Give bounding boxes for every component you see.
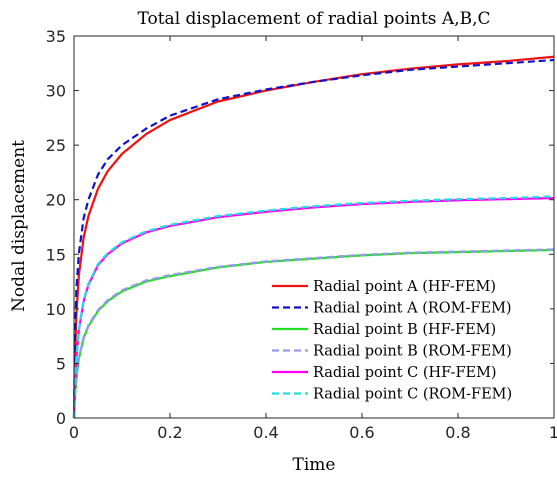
legend: Radial point A (HF-FEM) Radial point A (R… [266,272,550,412]
y-tick-label: 0 [56,409,66,428]
y-axis-label: Nodal displacement [9,140,29,312]
series-line-4 [72,248,555,419]
legend-label-1: Radial point A (HF-FEM) [313,279,496,295]
legend-label-4: Radial point B (ROM-FEM) [313,344,512,360]
x-tick-label: 0.6 [349,423,374,442]
legend-label-6: Radial point C (ROM-FEM) [313,387,512,403]
y-tick-label: 25 [46,136,66,155]
x-tick-label: 0.8 [445,423,470,442]
y-tick-label: 20 [46,191,66,210]
x-tick-label: 0.4 [253,423,278,442]
chart-title: Total displacement of radial points A,B,… [137,9,490,29]
series-line-6 [72,195,555,419]
legend-label-2: Radial point A (ROM-FEM) [313,301,512,317]
x-tick-label: 0.2 [157,423,182,442]
x-axis-label: Time [293,455,336,475]
legend-label-5: Radial point C (HF-FEM) [313,365,497,381]
plot-series-layer [72,55,555,419]
legend-label-3: Radial point B (HF-FEM) [313,322,496,338]
series-line-2 [72,58,555,419]
x-tick-label: 0 [69,423,79,442]
y-tick-label: 5 [56,354,66,373]
y-tick-label: 10 [46,300,66,319]
y-tick-label: 30 [46,82,66,101]
y-tick-label: 15 [46,245,66,264]
x-tick-label: 1 [549,423,557,442]
legend-box [266,272,550,412]
plot-frame [73,35,555,419]
y-tick-label: 35 [46,27,66,46]
